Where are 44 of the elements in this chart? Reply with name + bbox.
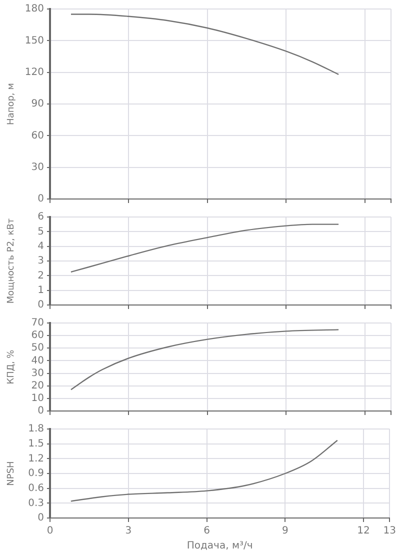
y-tick-label: 120 <box>24 66 44 78</box>
y-tick-label: 1 <box>38 284 44 296</box>
x-tick-label: 12 <box>357 526 370 537</box>
y-axis-title: Напор, м <box>6 83 17 125</box>
y-tick-label: 30 <box>31 162 44 173</box>
y-tick-label: 30 <box>31 368 44 379</box>
x-tick-label: 13 <box>383 526 396 537</box>
line-series <box>70 329 340 390</box>
y-tick-label: 70 <box>31 318 44 329</box>
y-axis-title: Мощность P2, кВт <box>6 218 17 304</box>
y-tick-label: 6 <box>38 212 44 223</box>
y-tick-label: 1.8 <box>28 424 44 435</box>
x-tick-label: 0 <box>46 526 54 537</box>
y-tick-label: 0.9 <box>28 468 44 480</box>
line-series <box>70 224 340 273</box>
y-tick-label: 20 <box>31 380 44 392</box>
x-tick-label: 6 <box>204 526 210 537</box>
y-tick-label: 50 <box>31 342 44 354</box>
y-tick-label: 0.6 <box>28 482 44 494</box>
y-tick-label: 10 <box>31 393 44 404</box>
x-axis-title: Подача, м³/ч <box>186 540 253 552</box>
y-tick-label: 0 <box>38 406 44 417</box>
x-tick-label: 3 <box>125 526 132 537</box>
y-tick-label: 90 <box>31 98 44 110</box>
y-tick-label: 0 <box>38 194 44 205</box>
line-series <box>70 14 340 76</box>
y-tick-label: 2 <box>38 270 44 282</box>
y-tick-label: 4 <box>38 240 44 252</box>
y-tick-label: 1.5 <box>28 438 44 450</box>
y-axis-title: NPSH <box>6 461 17 486</box>
y-tick-label: 5 <box>38 226 44 238</box>
y-tick-label: 60 <box>31 130 44 142</box>
x-tick-label: 9 <box>282 526 288 537</box>
y-tick-label: 40 <box>31 355 44 366</box>
y-tick-label: 60 <box>31 330 44 342</box>
y-tick-label: 3 <box>38 256 44 267</box>
line-series <box>70 440 338 502</box>
y-tick-label: 1.2 <box>28 453 44 464</box>
y-tick-label: 180 <box>24 4 44 15</box>
y-tick-label: 150 <box>24 35 44 46</box>
y-tick-label: 0.3 <box>28 498 44 509</box>
y-tick-label: 0 <box>38 300 44 311</box>
y-axis-title: КПД, % <box>6 349 17 384</box>
y-tick-label: 0 <box>38 512 44 524</box>
